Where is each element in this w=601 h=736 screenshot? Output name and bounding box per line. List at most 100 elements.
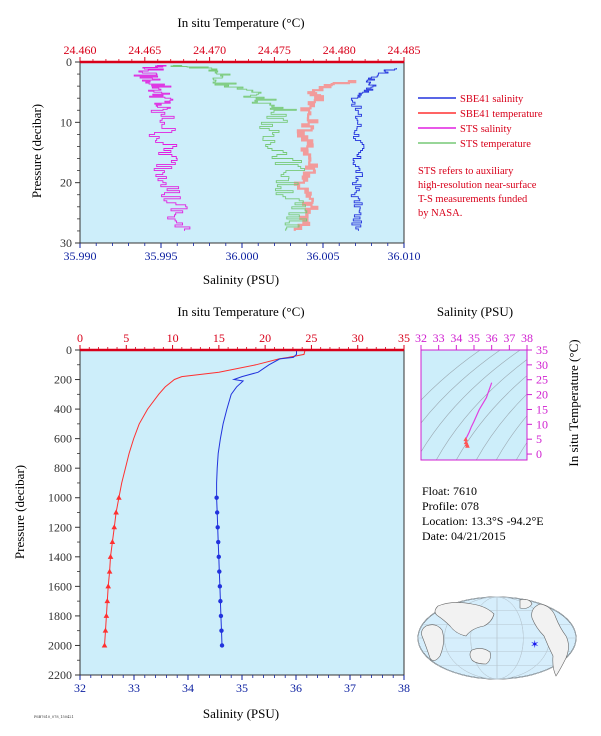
ts-sal-tick-label-1: 33 [433, 331, 445, 345]
profile-pres-tick-label-10: 2000 [48, 638, 72, 652]
profile-salinity-point [214, 495, 219, 500]
top-series-sts-salinity [133, 65, 191, 231]
profile-pres-tick-label-7: 1400 [48, 550, 72, 564]
ts-plot-area [421, 350, 527, 460]
profile-pres-tick-label-3: 600 [54, 432, 72, 446]
ts-density-contour [421, 350, 521, 453]
ts-density-contour [421, 350, 481, 401]
profile-temp-tick-label-1: 5 [123, 331, 129, 345]
profile-salinity-point [219, 628, 224, 633]
ts-density-contour [435, 359, 527, 460]
profile-temp-tick-label-4: 20 [259, 331, 271, 345]
ts-density-contours [421, 350, 527, 460]
ts-density-contour [495, 415, 527, 460]
ts-density-contour [421, 350, 501, 424]
ts-temp-tick-label-6: 30 [536, 358, 548, 372]
ts-density-contour [455, 375, 527, 460]
profile-temperature-point [105, 583, 112, 589]
profile-salinity-point [218, 598, 223, 604]
land-americas [531, 603, 569, 677]
profile-temperature-axis-label: In situ Temperature (°C) [177, 304, 304, 319]
profile-temperature-point [111, 524, 118, 530]
ts-salinity-axis-ticks: 32 33 34 35 36 37 38 [415, 331, 533, 350]
sts-note-line-2: high-resolution near-surface [418, 180, 537, 191]
profile-salinity-point [215, 525, 220, 530]
land-australia [469, 648, 491, 665]
profile-salinity-point [219, 643, 225, 648]
profile-pres-tick-label-8: 1600 [48, 579, 72, 593]
top-pres-tick-label-2: 20 [60, 176, 72, 190]
profile-pres-tick-label-1: 200 [54, 373, 72, 387]
profile-temperature-axis-ticks: 0 5 10 15 20 25 30 35 [77, 331, 410, 352]
profile-temperature-point [106, 568, 113, 574]
profile-temperature-point [104, 598, 111, 604]
profile-sal-tick-label-4: 36 [290, 681, 302, 695]
top-sal-tick-label-2: 36.000 [226, 249, 259, 263]
profile-pres-tick-label-9: 1800 [48, 609, 72, 623]
profile-pres-tick-label-2: 400 [54, 402, 72, 416]
profile-date: Date: 04/21/2015 [422, 529, 506, 543]
ts-temperature-axis-label: In situ Temperature (°C) [566, 339, 581, 466]
top-sal-tick-label-4: 36.010 [388, 249, 421, 263]
top-temperature-axis-label: In situ Temperature (°C) [177, 15, 304, 30]
top-temp-tick-label-0: 24.460 [64, 43, 97, 57]
profile-pressure-axis-label: Pressure (decibar) [12, 465, 27, 559]
profile-plot-area [80, 350, 404, 675]
top-pres-tick-label-1: 10 [60, 115, 72, 129]
top-sal-tick-label-0: 35.990 [64, 249, 97, 263]
profile-temperature-point [102, 627, 109, 633]
profile-pres-tick-label-5: 1000 [48, 491, 72, 505]
profile-salinity-axis-ticks: 32 33 34 35 36 37 38 [74, 675, 410, 695]
ts-sal-tick-label-3: 35 [468, 331, 480, 345]
profile-pres-tick-label-0: 0 [66, 343, 72, 357]
ts-temp-tick-label-1: 5 [536, 432, 542, 446]
profile-salinity-point [217, 584, 223, 589]
legend: SBE41 salinity SBE41 temperature STS sal… [418, 94, 543, 150]
top-plot-area [80, 62, 404, 243]
top-temp-tick-label-1: 24.465 [128, 43, 161, 57]
top-pres-tick-label-3: 30 [60, 236, 72, 250]
ts-temp-tick-label-0: 0 [536, 447, 542, 461]
profile-temperature-point [107, 553, 114, 559]
top-series-sts-temperature [170, 65, 308, 231]
top-temp-tick-label-3: 24.475 [258, 43, 291, 57]
profile-pres-tick-label-4: 800 [54, 461, 72, 475]
profile-sal-tick-label-5: 37 [344, 681, 356, 695]
float-info: Float: 7610 Profile: 078 Location: 13.3°… [422, 484, 544, 543]
float-id: Float: 7610 [422, 484, 477, 498]
top-salinity-axis-ticks: 35.990 35.995 36.000 36.005 36.010 [64, 243, 421, 263]
profile-temp-tick-label-6: 30 [352, 331, 364, 345]
top-pressure-axis-label: Pressure (decibar) [29, 104, 44, 198]
top-sal-tick-label-3: 36.005 [307, 249, 340, 263]
ts-temp-tick-label-4: 20 [536, 388, 548, 402]
profile-temp-tick-label-0: 0 [77, 331, 83, 345]
sts-note-line-4: by NASA. [418, 208, 462, 219]
profile-temperature-point [116, 494, 122, 500]
profile-salinity-point [214, 510, 220, 515]
profile-sal-tick-label-1: 33 [128, 681, 140, 695]
ts-temp-tick-label-3: 15 [536, 402, 548, 416]
profile-pres-tick-label-6: 1200 [48, 520, 72, 534]
profile-plot-series [101, 350, 306, 648]
ts-point [463, 439, 469, 445]
top-series-sbe41-temperature [293, 79, 357, 231]
profile-sal-tick-label-0: 32 [74, 681, 86, 695]
ts-curve [463, 382, 493, 448]
profile-sal-tick-label-2: 34 [182, 681, 194, 695]
top-temp-tick-label-4: 24.480 [323, 43, 356, 57]
ts-temp-tick-label-2: 10 [536, 417, 548, 431]
profile-number: Profile: 078 [422, 499, 479, 513]
ts-sal-tick-label-2: 34 [450, 331, 462, 345]
top-series-sbe41-salinity [350, 68, 397, 231]
top-temp-tick-label-5: 24.485 [388, 43, 421, 57]
ts-density-contour [515, 441, 527, 460]
profile-temp-tick-label-3: 15 [213, 331, 225, 345]
profile-temperature-point [101, 642, 108, 648]
top-temp-tick-label-2: 24.470 [193, 43, 226, 57]
world-map: ✶ [417, 596, 577, 680]
top-sal-tick-label-1: 35.995 [145, 249, 178, 263]
profile-temperature-point [103, 612, 110, 618]
